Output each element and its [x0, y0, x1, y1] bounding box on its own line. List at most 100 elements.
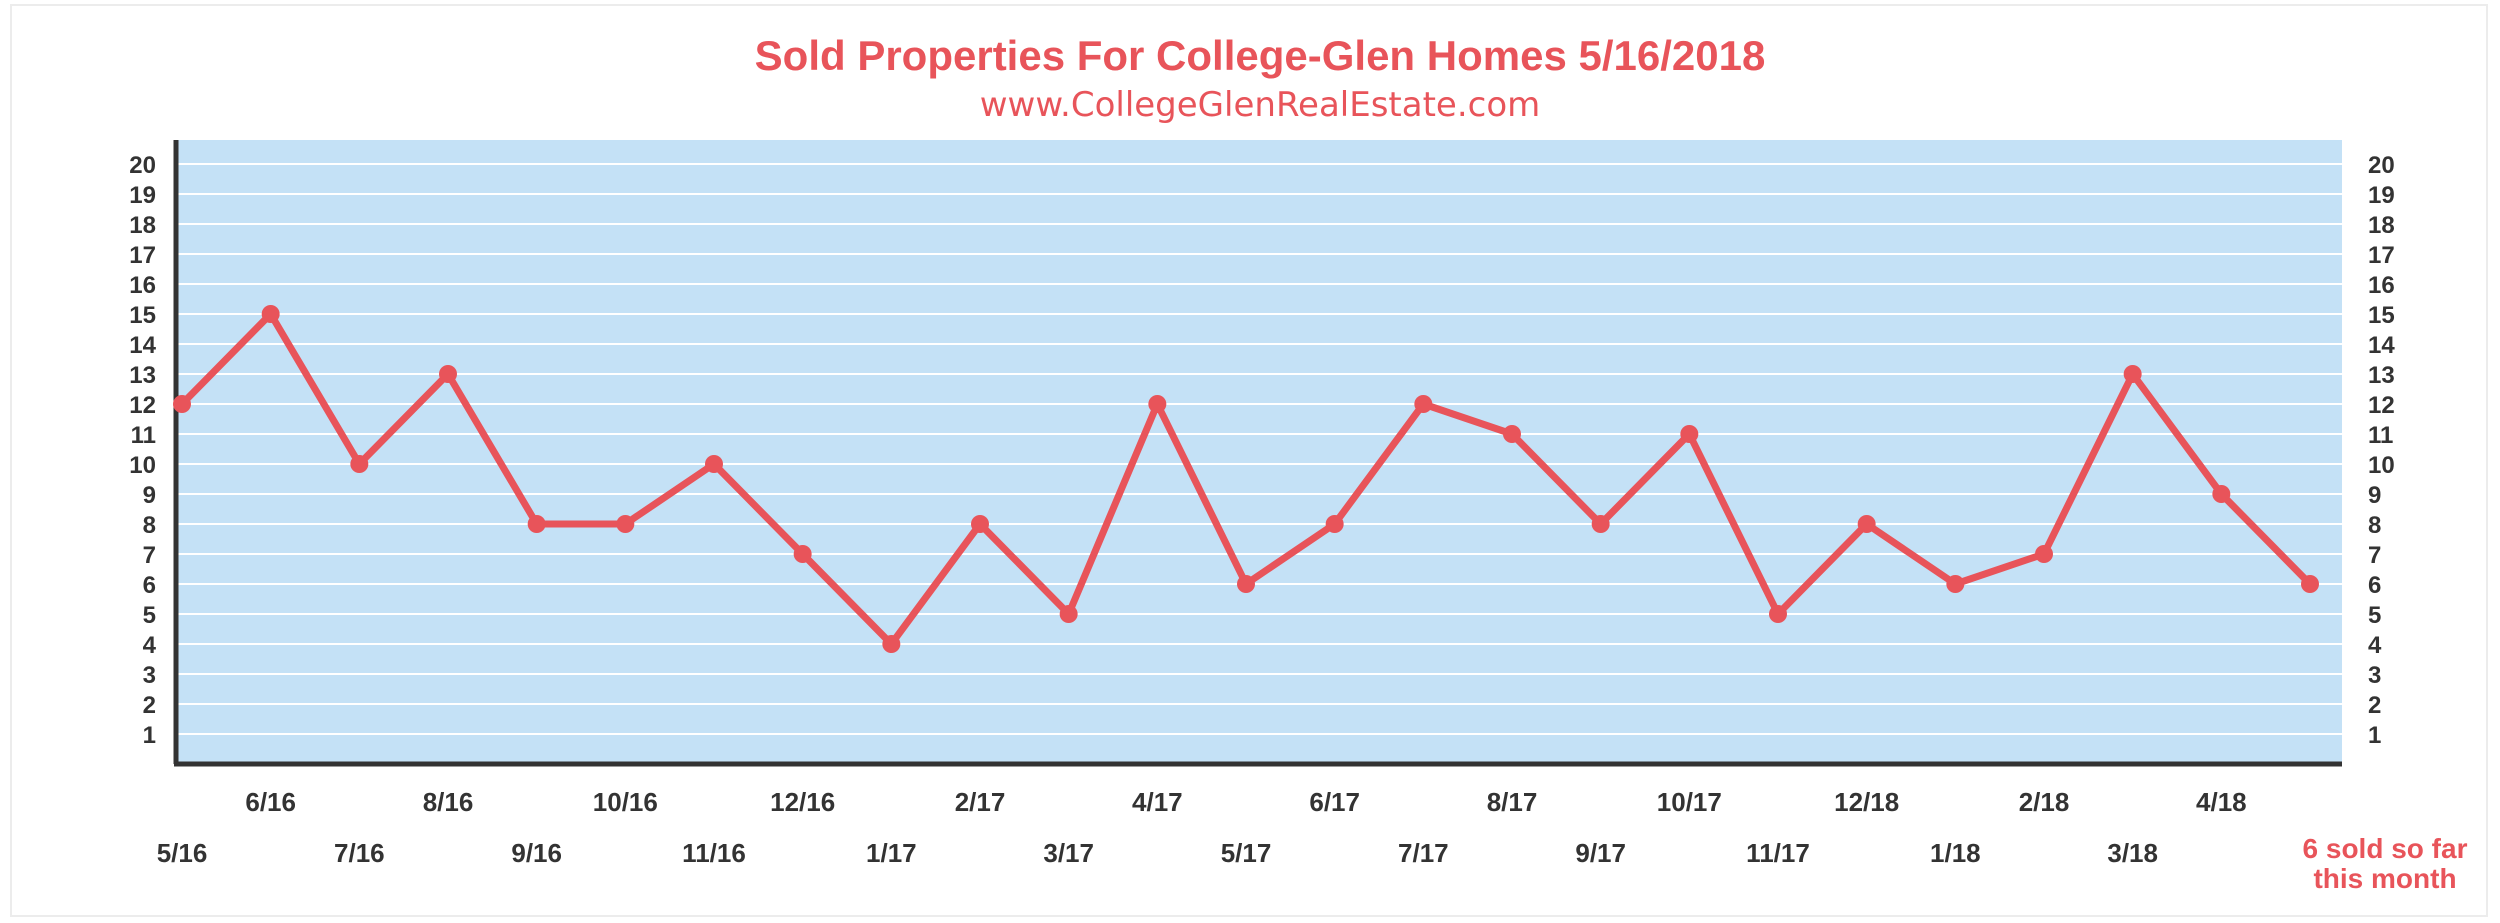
y-tick-right-9: 9: [2368, 482, 2381, 509]
x-tick-11/16: 11/16: [682, 838, 746, 868]
y-tick-left-20: 20: [129, 152, 156, 179]
x-tick-3/18: 3/18: [2107, 838, 2158, 868]
y-tick-left-11: 11: [131, 422, 156, 449]
y-tick-right-17: 17: [2368, 242, 2395, 269]
x-axis-ticks: 5/16 6/16 7/16 8/16 9/16 10/16 11/16 12/16 1/17 2…: [157, 787, 2247, 868]
x-tick-9/17: 9/17: [1575, 838, 1626, 868]
y-tick-right-11: 11: [2368, 422, 2393, 449]
x-tick-6/16: 6/16: [245, 787, 296, 817]
chart-frame: [10, 4, 2488, 917]
y-tick-left-19: 19: [129, 182, 156, 209]
x-tick-2/18: 2/18: [2019, 787, 2070, 817]
x-tick-10/17: 10/17: [1657, 787, 1722, 817]
data-point-12/16: [793, 545, 812, 563]
data-point-3/18: [2123, 365, 2142, 383]
data-point-4/17: [1148, 395, 1167, 413]
x-tick-7/16: 7/16: [334, 838, 385, 868]
y-tick-right-20: 20: [2368, 152, 2395, 179]
data-point-5/17: [1237, 575, 1255, 593]
y-tick-right-16: 16: [2368, 272, 2395, 299]
y-tick-left-5: 5: [143, 602, 156, 629]
y-tick-left-1: 1: [143, 722, 156, 749]
y-tick-right-7: 7: [2368, 542, 2381, 569]
y-tick-right-3: 3: [2368, 662, 2381, 689]
data-point-1/17: [882, 635, 901, 653]
data-point-8/16: [439, 365, 457, 383]
data-point-4/18: [2212, 485, 2231, 503]
y-tick-right-2: 2: [2368, 692, 2381, 719]
chart-title: Sold Properties For College-Glen Homes 5…: [755, 32, 1766, 79]
x-tick-12/18: 12/18: [1834, 787, 1899, 817]
x-tick-4/17: 4/17: [1132, 787, 1183, 817]
y-tick-right-14: 14: [2368, 332, 2395, 359]
y-tick-left-13: 13: [129, 362, 156, 389]
y-tick-left-16: 16: [129, 272, 156, 299]
data-point-8/17: [1503, 425, 1521, 443]
x-tick-9/16: 9/16: [511, 838, 562, 868]
y-tick-left-3: 3: [143, 662, 156, 689]
y-tick-right-1: 1: [2368, 722, 2381, 749]
annotation-line-2: this month: [2313, 863, 2456, 894]
data-point-3/17: [1059, 605, 1078, 623]
y-tick-left-18: 18: [129, 212, 156, 239]
axes: [173, 140, 2342, 767]
y-tick-left-17: 17: [129, 242, 156, 269]
x-tick-7/17: 7/17: [1398, 838, 1449, 868]
data-point-9/16: [527, 515, 546, 533]
y-tick-right-6: 6: [2368, 572, 2381, 599]
data-point-5/16: [173, 395, 191, 413]
x-tick-2/17: 2/17: [955, 787, 1006, 817]
data-point-6/17: [1325, 515, 1344, 533]
chart-subtitle: www.CollegeGlenRealEstate.com: [980, 85, 1541, 125]
data-point-9/17: [1591, 515, 1610, 533]
x-tick-5/16: 5/16: [157, 838, 208, 868]
y-tick-right-10: 10: [2368, 452, 2395, 479]
x-tick-11/17: 11/17: [1746, 838, 1810, 868]
y-tick-right-15: 15: [2368, 302, 2395, 329]
data-point-6/16: [261, 305, 280, 323]
data-point-10/17: [1680, 425, 1699, 443]
data-point-11/17: [1769, 605, 1787, 623]
y-tick-left-10: 10: [129, 452, 156, 479]
x-tick-8/17: 8/17: [1487, 787, 1538, 817]
y-tick-right-4: 4: [2368, 632, 2382, 659]
plot-area: [176, 140, 2342, 764]
y-tick-left-15: 15: [129, 302, 156, 329]
x-tick-5/17: 5/17: [1221, 838, 1272, 868]
x-tick-6/17: 6/17: [1309, 787, 1360, 817]
y-tick-right-5: 5: [2368, 602, 2381, 629]
data-point-5/18: [2301, 575, 2319, 593]
y-tick-left-2: 2: [143, 692, 156, 719]
x-tick-10/16: 10/16: [593, 787, 658, 817]
y-tick-left-7: 7: [143, 542, 156, 569]
y-tick-right-19: 19: [2368, 182, 2395, 209]
annotation-line-1: 6 sold so far: [2303, 833, 2468, 864]
x-tick-4/18: 4/18: [2196, 787, 2247, 817]
x-tick-8/16: 8/16: [423, 787, 474, 817]
x-tick-1/17: 1/17: [866, 838, 917, 868]
x-tick-12/16: 12/16: [770, 787, 835, 817]
data-point-7/16: [350, 455, 369, 473]
y-tick-right-8: 8: [2368, 512, 2381, 539]
data-point-1/18: [1946, 575, 1965, 593]
data-points: [173, 305, 2319, 653]
y-tick-left-8: 8: [143, 512, 156, 539]
data-point-12/18: [1857, 515, 1876, 533]
y-tick-right-12: 12: [2368, 392, 2395, 419]
y-tick-left-4: 4: [143, 632, 157, 659]
y-tick-right-13: 13: [2368, 362, 2395, 389]
data-point-11/16: [705, 455, 723, 473]
y-tick-left-12: 12: [129, 392, 156, 419]
y-tick-left-6: 6: [143, 572, 156, 599]
data-point-2/18: [2035, 545, 2053, 563]
y-tick-left-9: 9: [143, 482, 156, 509]
x-tick-1/18: 1/18: [1930, 838, 1981, 868]
gridlines: [176, 163, 2342, 735]
data-point-10/16: [616, 515, 635, 533]
x-tick-3/17: 3/17: [1043, 838, 1094, 868]
y-tick-left-14: 14: [129, 332, 156, 359]
y-tick-right-18: 18: [2368, 212, 2395, 239]
